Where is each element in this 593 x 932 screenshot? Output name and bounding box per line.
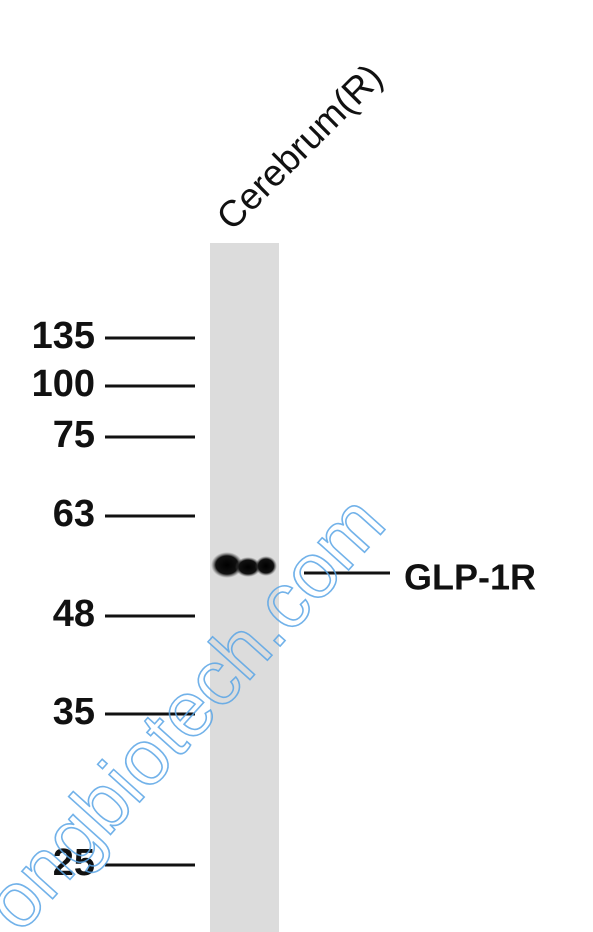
blot-figure: Cerebrum(R) GLP-1R 1351007563483525 ongb… (0, 0, 593, 932)
marker-label: 75 (53, 414, 95, 456)
lane-label: Cerebrum(R) (209, 56, 391, 238)
marker-label: 35 (53, 691, 95, 733)
band-label: GLP-1R (404, 557, 536, 598)
marker-label: 100 (32, 363, 95, 405)
marker-label: 135 (32, 315, 95, 357)
marker-label: 48 (53, 593, 95, 635)
marker-label: 63 (53, 493, 95, 535)
